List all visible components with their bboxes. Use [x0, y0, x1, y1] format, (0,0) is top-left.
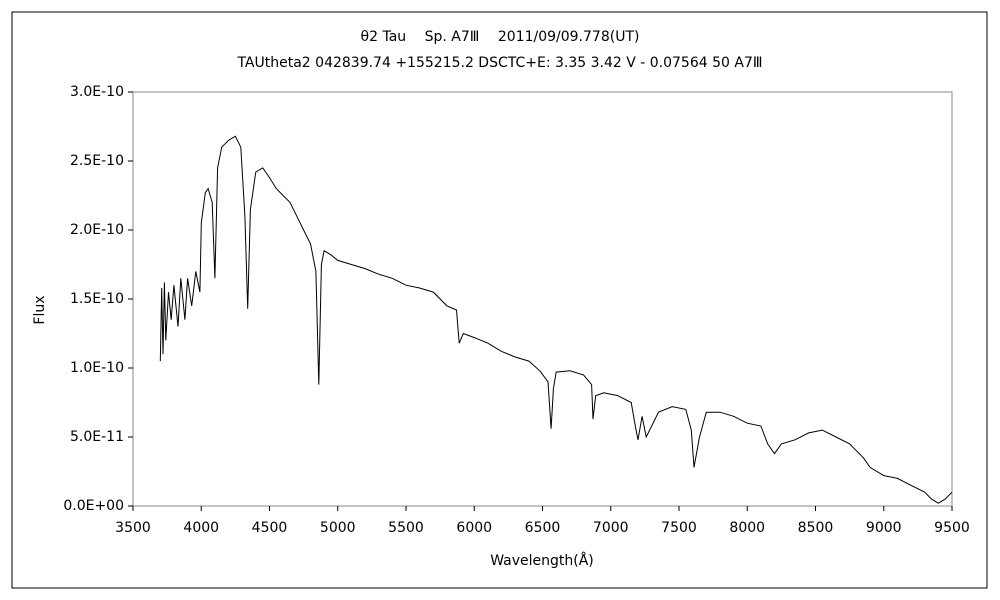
y-axis-label: Flux — [32, 295, 48, 324]
chart-title: θ2 Tau Sp. A7Ⅲ 2011/09/09.778(UT) — [361, 29, 640, 45]
chart-subtitle: TAUtheta2 042839.74 +155215.2 DSCTC+E: 3… — [236, 55, 762, 71]
x-tick-label: 4500 — [252, 520, 288, 536]
x-tick-label: 9500 — [934, 520, 970, 536]
y-tick-label: 2.0E-10 — [70, 222, 124, 238]
x-tick-label: 3500 — [115, 520, 151, 536]
x-tick-label: 6500 — [525, 520, 561, 536]
y-tick-label: 3.0E-10 — [70, 84, 124, 100]
x-tick-label: 8500 — [798, 520, 834, 536]
x-tick-label: 5500 — [388, 520, 424, 536]
chart-border — [11, 11, 988, 589]
y-tick-label: 1.5E-10 — [70, 291, 124, 307]
x-tick-label: 4000 — [183, 520, 219, 536]
x-tick-label: 8000 — [729, 520, 765, 536]
x-tick-label: 5000 — [320, 520, 356, 536]
y-tick-label: 0.0E+00 — [63, 498, 124, 514]
x-tick-label: 6000 — [456, 520, 492, 536]
y-tick-label: 1.0E-10 — [70, 360, 124, 376]
y-tick-label: 2.5E-10 — [70, 153, 124, 169]
x-tick-label: 7500 — [661, 520, 697, 536]
x-tick-label: 9000 — [866, 520, 902, 536]
spectrum-line — [159, 135, 953, 504]
y-tick-label: 5.0E-11 — [70, 429, 124, 445]
x-tick-label: 7000 — [593, 520, 629, 536]
x-axis-label: Wavelength(Å) — [490, 552, 594, 569]
